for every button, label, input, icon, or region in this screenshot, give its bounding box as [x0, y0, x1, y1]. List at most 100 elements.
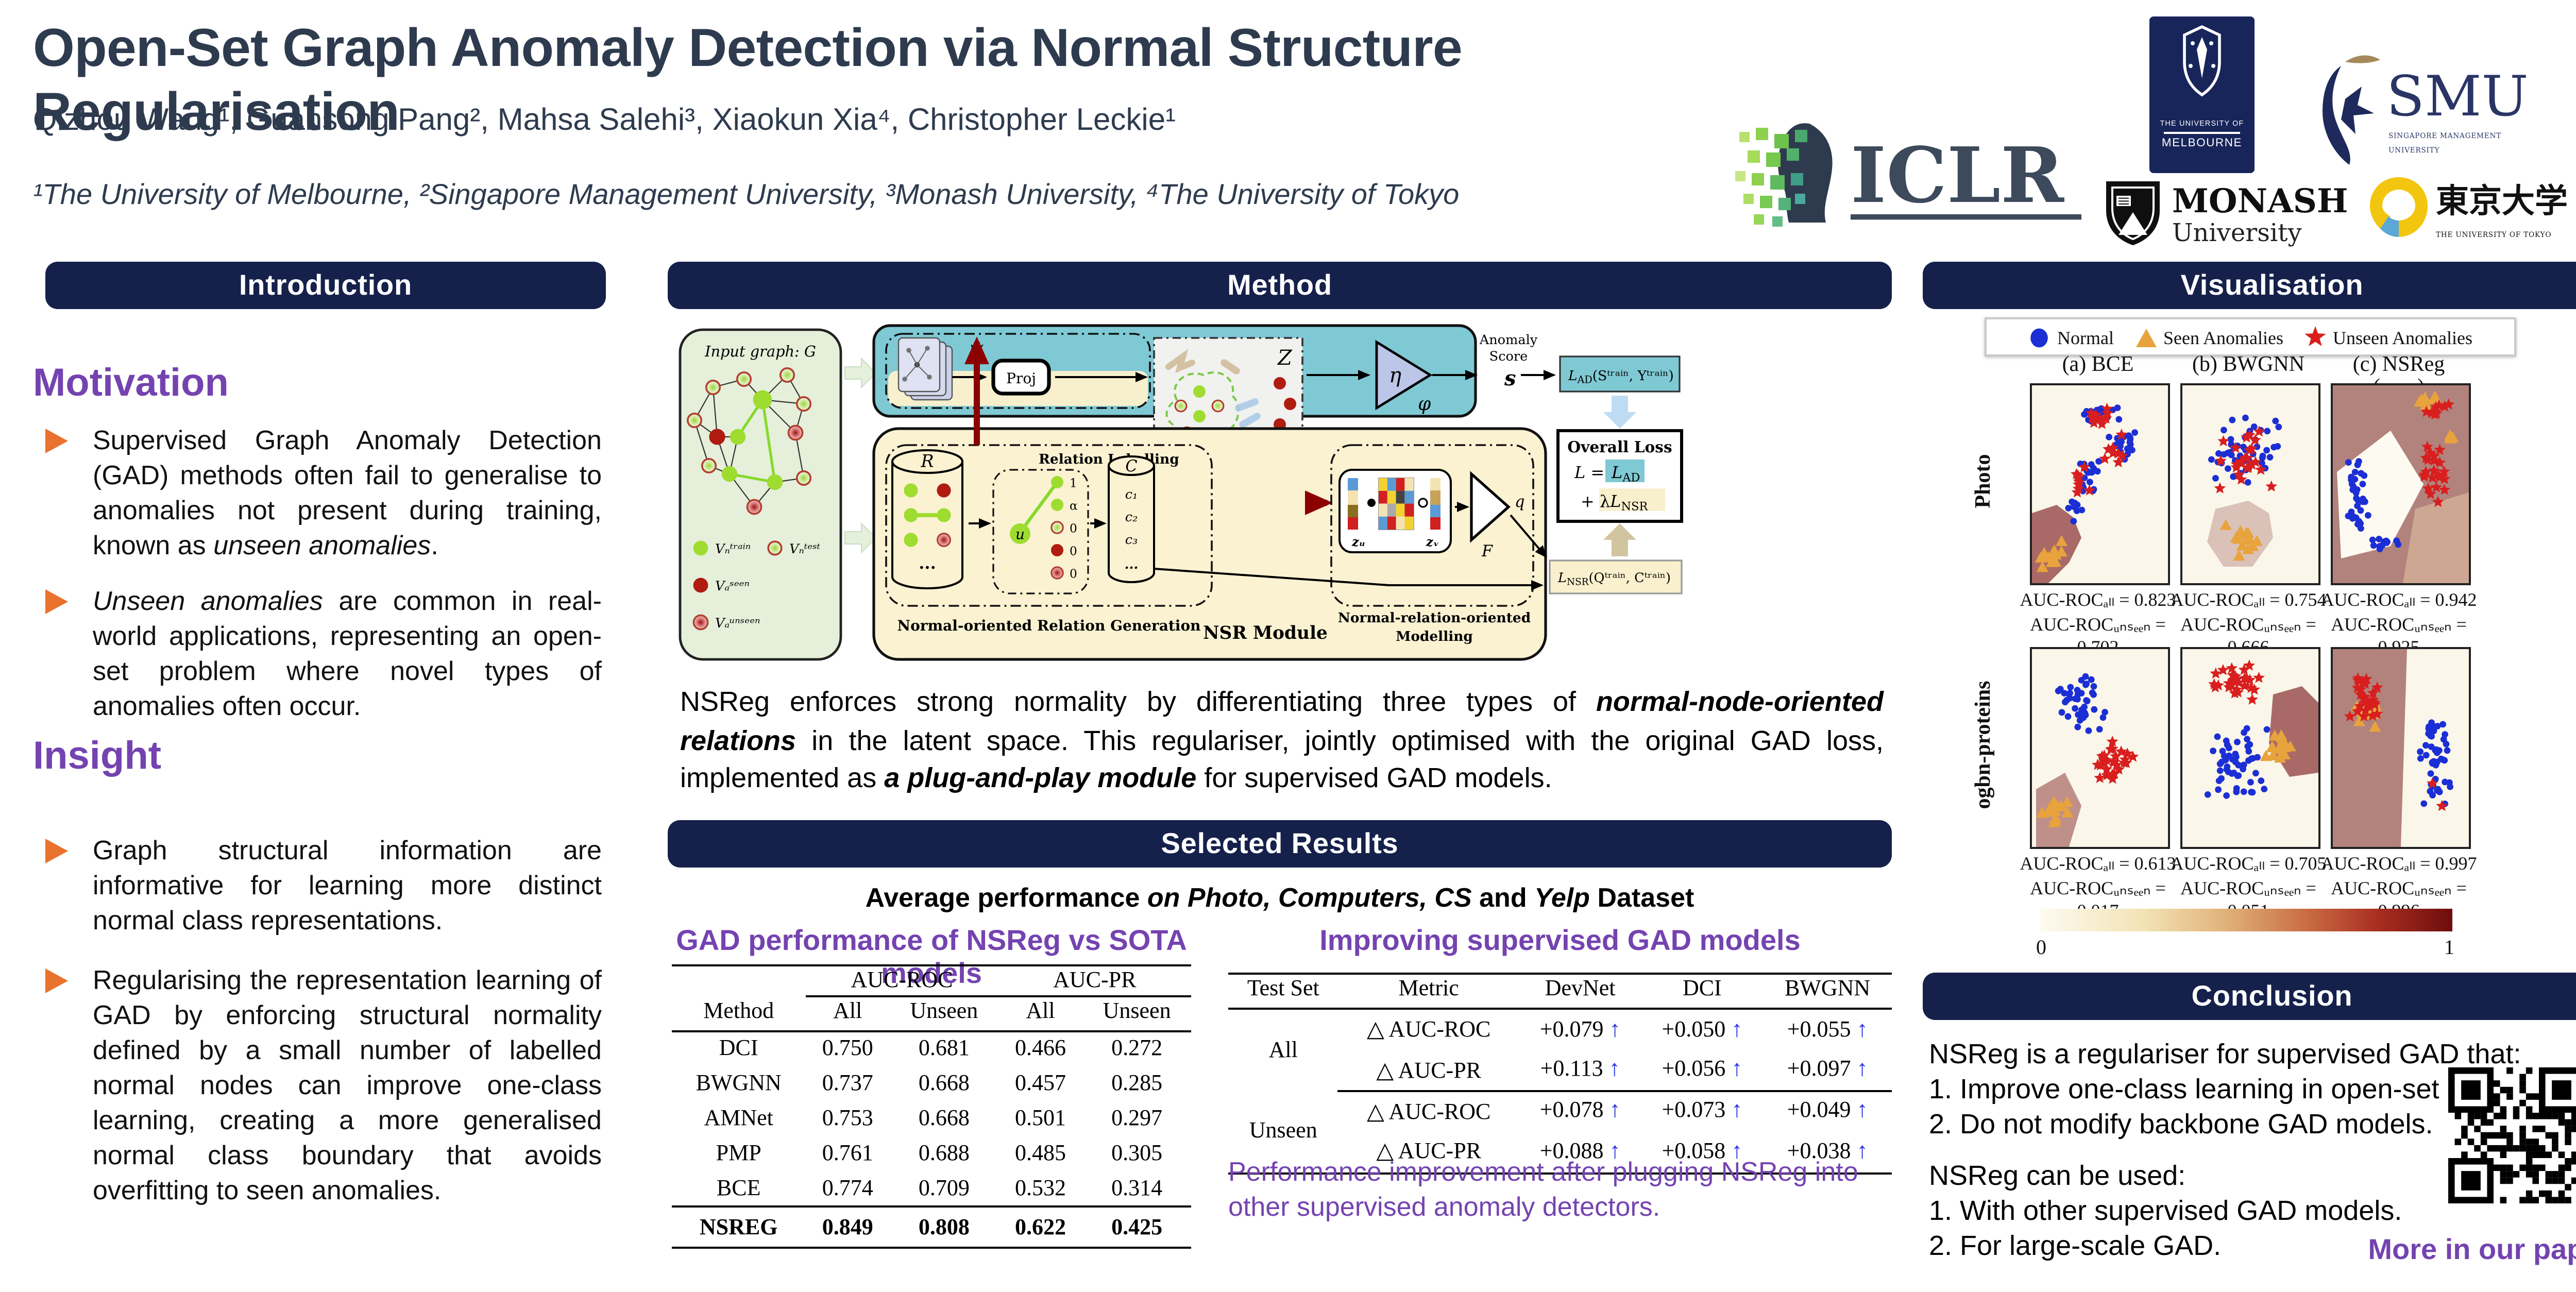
- unseen-anomaly-point: [2367, 687, 2379, 699]
- normal-point: [2078, 690, 2085, 696]
- normal-point: [2422, 752, 2430, 759]
- qr-module: [2539, 1145, 2546, 1152]
- unseen-anomaly-point: [2235, 473, 2247, 485]
- table-cell: 0.457: [1014, 1072, 1066, 1097]
- row-label-ogbn: ogbn-proteins: [1973, 681, 1996, 809]
- conclusion-line-6: 2. For large-scale GAD.: [1929, 1230, 2222, 1261]
- relation-set-cylinder-top: [891, 449, 963, 474]
- text-part: Yelp: [1534, 882, 1590, 913]
- qr-module: [2519, 1132, 2526, 1139]
- qr-module: [2532, 1177, 2539, 1184]
- unseen-anomaly-point: [2098, 452, 2111, 464]
- overall-eq-term2: + λLNSR: [1581, 491, 1648, 513]
- table-cell: 0.272: [1111, 1037, 1163, 1062]
- unseen-anomaly-point: [2426, 471, 2438, 483]
- unseen-anomaly-point: [2217, 664, 2229, 675]
- unseen-anomaly-point: [2098, 757, 2110, 769]
- qr-module: [2461, 1132, 2468, 1139]
- table-cell: +0.056 ↑: [1641, 1050, 1764, 1091]
- row-label-photo: Photo: [1973, 454, 1996, 508]
- normal-point: [2067, 684, 2074, 691]
- qr-module: [2526, 1145, 2533, 1152]
- proj-box: [991, 359, 1051, 396]
- unseen-anomaly-point: [2433, 399, 2445, 411]
- normal-point: [2226, 744, 2232, 752]
- legend-item-seen: Seen Anomalies: [2134, 327, 2283, 347]
- unseen-anomaly-point: [2226, 662, 2238, 674]
- text-part: a plug-and-play module: [884, 762, 1197, 793]
- table-cell: Test Set: [1228, 974, 1338, 1010]
- table-cell: BCE: [716, 1176, 761, 1201]
- table-cell: 0.709: [918, 1176, 970, 1201]
- seen-anomaly-point: [2266, 741, 2278, 752]
- unseen-anomaly-point: [2359, 704, 2371, 716]
- normal-point: [2065, 505, 2072, 512]
- table-cell: +0.078 ↑: [1519, 1090, 1641, 1132]
- unseen-anomaly-point: [2354, 688, 2367, 700]
- unseen-anomaly-point: [2238, 664, 2250, 675]
- seen-anomaly-point: [2036, 561, 2048, 572]
- normal-point: [2232, 758, 2239, 766]
- qr-module: [2526, 1093, 2533, 1100]
- cell-value: +0.056: [1662, 1057, 1726, 1082]
- bullet-marker-icon: [45, 839, 68, 863]
- normal-point: [2425, 730, 2432, 737]
- smu-line1: SINGAPORE MANAGEMENT: [2388, 132, 2501, 140]
- qr-module: [2500, 1132, 2507, 1139]
- tsne-scatter-svg: [2333, 649, 2469, 847]
- qr-module: [2571, 1158, 2576, 1165]
- cell-value: +0.097: [1787, 1057, 1851, 1082]
- unseen-anomaly-point: [2231, 673, 2243, 685]
- normal-point: [2212, 475, 2219, 482]
- label-set-cylinder: [1108, 466, 1155, 583]
- qr-module: [2474, 1145, 2481, 1152]
- normal-point: [2244, 736, 2250, 743]
- qr-module: [2552, 1080, 2571, 1100]
- seen-anomaly-point: [2061, 806, 2074, 818]
- seen-anomaly-point: [2353, 715, 2365, 726]
- unseen-anomaly-point: [2097, 753, 2110, 764]
- normal-point: [2357, 507, 2364, 514]
- svg-text:c₂: c₂: [1125, 509, 1138, 525]
- normal-point: [2089, 689, 2096, 696]
- text-part: normal-node-oriented relations: [680, 686, 1884, 755]
- cell-value: △ AUC-ROC: [1366, 1018, 1491, 1043]
- normal-point: [2204, 791, 2211, 798]
- unseen-anomaly-point: [2100, 763, 2113, 775]
- table-cell: Metric: [1338, 974, 1519, 1010]
- normal-point: [2233, 753, 2240, 760]
- score-s-label: s: [1504, 366, 1516, 390]
- normal-point: [2227, 436, 2234, 443]
- table-cell: +0.073 ↑: [1641, 1090, 1764, 1132]
- unseen-anomaly-point: [2116, 450, 2128, 461]
- qr-module: [2558, 1151, 2565, 1158]
- dot-operator-icon: [1367, 499, 1376, 507]
- qr-module: [2532, 1093, 2539, 1100]
- normal-point: [2263, 726, 2270, 733]
- normal-point: [2058, 709, 2065, 716]
- qr-module: [2506, 1086, 2513, 1094]
- qr-code: [2448, 1067, 2576, 1203]
- cell-value: △ AUC-PR: [1376, 1140, 1482, 1165]
- normal-point: [2244, 743, 2251, 750]
- unseen-anomaly-point: [2235, 455, 2247, 467]
- anomaly-score-label-1: Anomaly: [1479, 332, 1538, 348]
- qr-module: [2500, 1126, 2507, 1132]
- qr-module: [2500, 1171, 2507, 1178]
- unseen-anomaly-point: [2344, 710, 2356, 722]
- normal-point: [2085, 727, 2092, 734]
- table-cell: 0.425: [1082, 1205, 1191, 1248]
- qr-module: [2467, 1138, 2475, 1145]
- cell-value: △ AUC-ROC: [1366, 1100, 1491, 1125]
- page-title: Open-Set Graph Anomaly Detection via Nor…: [33, 16, 1463, 142]
- qr-module: [2513, 1113, 2520, 1119]
- labelling-border: [992, 469, 1089, 594]
- normal-point: [2447, 783, 2453, 790]
- unseen-anomaly-point: [2072, 469, 2084, 481]
- smu-line2: UNIVERSITY: [2388, 146, 2440, 155]
- unseen-anomaly-point: [2253, 425, 2265, 437]
- qr-module: [2565, 1184, 2571, 1191]
- qr-module: [2454, 1138, 2462, 1145]
- up-arrow-icon: ↑: [1851, 1017, 1868, 1042]
